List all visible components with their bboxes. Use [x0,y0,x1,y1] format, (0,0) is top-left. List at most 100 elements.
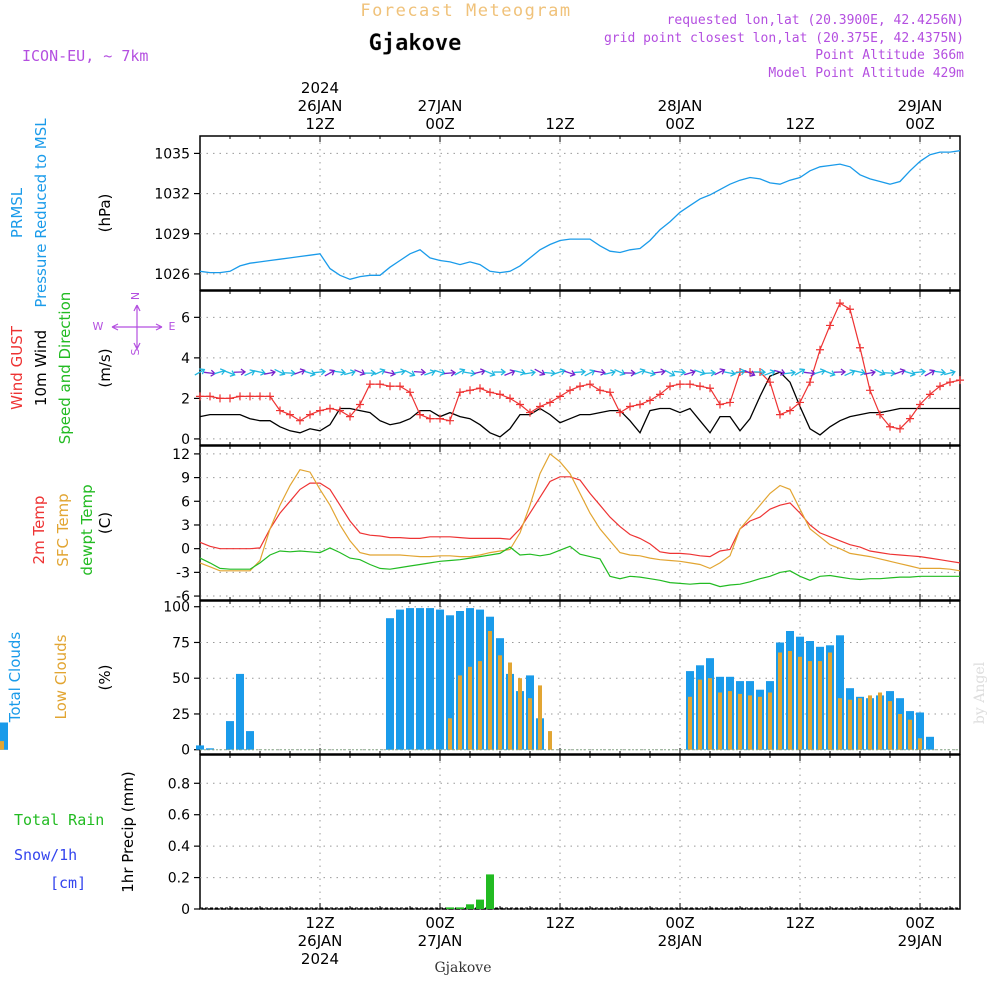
wind-direction-arrow [274,368,286,376]
ytick-label: 0 [181,743,190,759]
temp-dewpt-line [199,545,960,588]
model-altitude: Model Point Altitude 429m [768,66,964,81]
ytick-label: 0 [181,432,190,448]
label-dewpt-temp: dewpt Temp [78,484,96,575]
gust-marker [676,380,684,389]
wind-direction-arrow [933,368,947,376]
ytick-label: 9 [181,471,190,487]
gust-marker [666,382,674,391]
ytick-label: 0.2 [168,871,190,887]
label-speed-direction: Speed and Direction [56,292,74,445]
gust-marker [256,392,264,401]
gust-marker [286,410,294,419]
gust-marker [846,305,854,314]
gust-marker [596,386,604,395]
panel-2: -6 -3 0 3 6 9 12 (C) [96,445,961,605]
low-cloud-bar [778,652,782,750]
wind-direction-arrow [874,368,886,376]
gust-marker [516,400,524,409]
gust-marker [906,414,914,423]
gust-marker [206,392,214,401]
ytick-label: 25 [172,707,190,723]
low-cloud-bar [478,661,482,750]
wind-direction-arrow [494,368,507,376]
gust-marker [366,380,374,389]
label-cm: [cm] [50,874,86,892]
wind-direction-arrow [363,369,377,377]
wind-direction-arrow [194,368,206,376]
total-cloud-bar [916,712,924,750]
low-cloud-bar [458,675,462,750]
low-cloud-bar [858,698,862,750]
total-cloud-bar [196,745,204,750]
top-time-label: 29JAN [898,97,943,115]
precip-bar [456,907,464,909]
ytick-label: 50 [172,671,190,687]
gust-marker [276,406,284,415]
gust-marker [806,378,814,387]
wind-direction-arrow [913,368,927,376]
wind-direction-arrow [824,370,836,377]
low-cloud-bar [698,679,702,750]
top-time-label: 26JAN [298,97,343,115]
gust-marker [316,406,324,415]
wind-direction-arrow [413,368,427,376]
wind-direction-arrow [424,369,436,376]
bottom-time-label: 12Z [305,914,334,932]
gust-marker [606,388,614,397]
ytick-label: 6 [181,310,190,326]
wind-direction-arrow [783,369,797,377]
wind-direction-arrow [344,369,356,377]
wind-direction-arrow [313,368,327,376]
gust-marker [456,388,464,397]
gust-marker [546,398,554,407]
gust-marker [636,400,644,409]
low-cloud-bar [768,692,772,750]
wind-direction-arrow [634,368,646,375]
ytick-label: 1035 [154,146,190,162]
bottom-time-label: 28JAN [658,932,703,950]
low-cloud-bar [848,699,852,750]
ytick-label: 3 [181,518,190,534]
low-cloud-bar [468,666,472,750]
gust-marker [266,392,274,401]
gust-marker [726,398,734,407]
total-cloud-bar [436,609,444,750]
compass-rose-icon [111,304,163,350]
total-cloud-bar [416,608,424,750]
bottom-time-label: 12Z [545,914,574,932]
total-cloud-bar [406,608,414,750]
total-cloud-bar [386,618,394,750]
gust-marker [476,384,484,393]
low-cloud-bar [688,696,692,750]
requested-coords: requested lon,lat (20.3900E, 42.4256N) [667,13,964,28]
top-time-label: 00Z [425,115,454,133]
wind-direction-arrow [863,369,876,377]
label-total-clouds: Total Clouds [6,632,24,724]
panel-0: 1026 1029 1032 1035 (hPa) [96,135,961,291]
gust-marker [526,408,534,417]
wind-direction-arrow [794,368,806,376]
pressure-line [199,150,961,280]
ytick-label: 1032 [154,187,190,203]
gust-marker [616,408,624,417]
low-cloud-bar [838,698,842,750]
low-cloud-bar [448,718,452,750]
compass-n-label: N [129,292,142,300]
gust-marker [446,416,454,425]
wind-direction-arrow [604,369,616,377]
panels: 1026 1029 1032 1035 (hPa) 0 2 4 6 (m/s) -6 -3 0 3 6 9 12… [0,118,964,918]
bottom-time-label: 27JAN [418,932,463,950]
gust-marker [196,392,204,401]
label-wind-gust: Wind GUST [8,325,26,410]
panel-frame [199,135,961,291]
wind-direction-arrow [653,368,667,376]
gust-marker [696,382,704,391]
low-cloud-bar [508,662,512,750]
gust-marker [416,410,424,419]
wind-direction-arrow [744,369,756,377]
low-cloud-bar [528,698,532,750]
low-cloud-bar [738,693,742,750]
grid-point-coords: grid point closest lon,lat (20.375E, 42.… [604,31,964,46]
